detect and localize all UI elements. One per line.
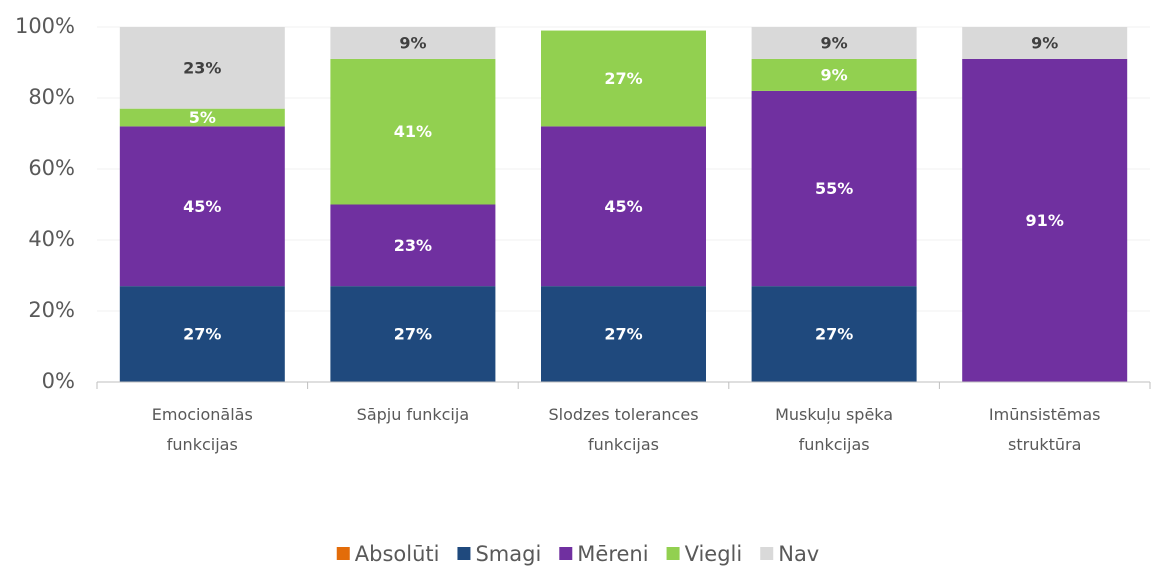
bar-segment bbox=[119, 286, 285, 382]
bar-segment bbox=[330, 27, 496, 59]
legend-label: Absolūti bbox=[355, 542, 440, 566]
x-tick-label: Slodzes tolerances funkcijas bbox=[548, 405, 698, 454]
x-tick-label: Emocionālās funkcijas bbox=[152, 405, 253, 454]
bar-segment bbox=[962, 58, 1128, 382]
y-tick-label: 20% bbox=[28, 298, 75, 322]
legend-swatch bbox=[457, 547, 471, 560]
y-tick-label: 80% bbox=[28, 85, 75, 109]
data-label: 27% bbox=[604, 69, 642, 88]
bar-segment bbox=[962, 27, 1128, 59]
bar-segment bbox=[119, 126, 285, 287]
data-label: 41% bbox=[394, 122, 432, 141]
y-tick-label: 0% bbox=[42, 369, 75, 393]
data-label: 27% bbox=[815, 325, 853, 344]
legend-swatch bbox=[336, 547, 350, 560]
data-label: 45% bbox=[604, 197, 642, 216]
data-label: 27% bbox=[183, 325, 221, 344]
data-label: 91% bbox=[1026, 211, 1064, 230]
data-label: 9% bbox=[821, 65, 848, 84]
legend-label: Smagi bbox=[475, 542, 541, 566]
data-label: 5% bbox=[189, 108, 216, 127]
data-label: 9% bbox=[821, 33, 848, 52]
bar-segment bbox=[751, 286, 917, 382]
legend-label: Nav bbox=[778, 542, 819, 566]
bar-segment bbox=[330, 286, 496, 382]
legend-swatch bbox=[559, 547, 573, 560]
bar-segment bbox=[330, 204, 496, 287]
bar-segment bbox=[751, 90, 917, 287]
bar-segment bbox=[119, 27, 285, 109]
legend-label: Mēreni bbox=[577, 542, 648, 566]
bar-segment bbox=[330, 58, 496, 205]
x-tick-label: Muskuļu spēka funkcijas bbox=[775, 405, 893, 454]
bar-segment bbox=[541, 126, 706, 287]
x-tick-label: Imūnsistēmas struktūra bbox=[989, 405, 1101, 454]
legend-swatch bbox=[666, 547, 680, 560]
bar-segment bbox=[751, 58, 917, 91]
data-label: 9% bbox=[1031, 33, 1058, 52]
x-tick-label: Sāpju funkcija bbox=[357, 405, 469, 424]
legend-swatch bbox=[760, 547, 774, 560]
bar-segment bbox=[119, 108, 285, 127]
y-tick-label: 40% bbox=[28, 227, 75, 251]
data-label: 23% bbox=[183, 58, 221, 77]
data-label: 23% bbox=[394, 236, 432, 255]
y-tick-label: 60% bbox=[28, 156, 75, 180]
data-label: 27% bbox=[604, 325, 642, 344]
data-label: 27% bbox=[394, 325, 432, 344]
bar-segment bbox=[751, 27, 917, 59]
bar-segment bbox=[541, 286, 706, 382]
legend-label: Viegli bbox=[685, 542, 743, 566]
legend: Absolūti Smagi Mēreni Viegli Nav bbox=[336, 542, 819, 566]
bar-segment bbox=[541, 30, 706, 127]
data-label: 55% bbox=[815, 179, 853, 198]
data-label: 9% bbox=[399, 33, 426, 52]
y-tick-label: 100% bbox=[15, 14, 75, 38]
data-label: 45% bbox=[183, 197, 221, 216]
